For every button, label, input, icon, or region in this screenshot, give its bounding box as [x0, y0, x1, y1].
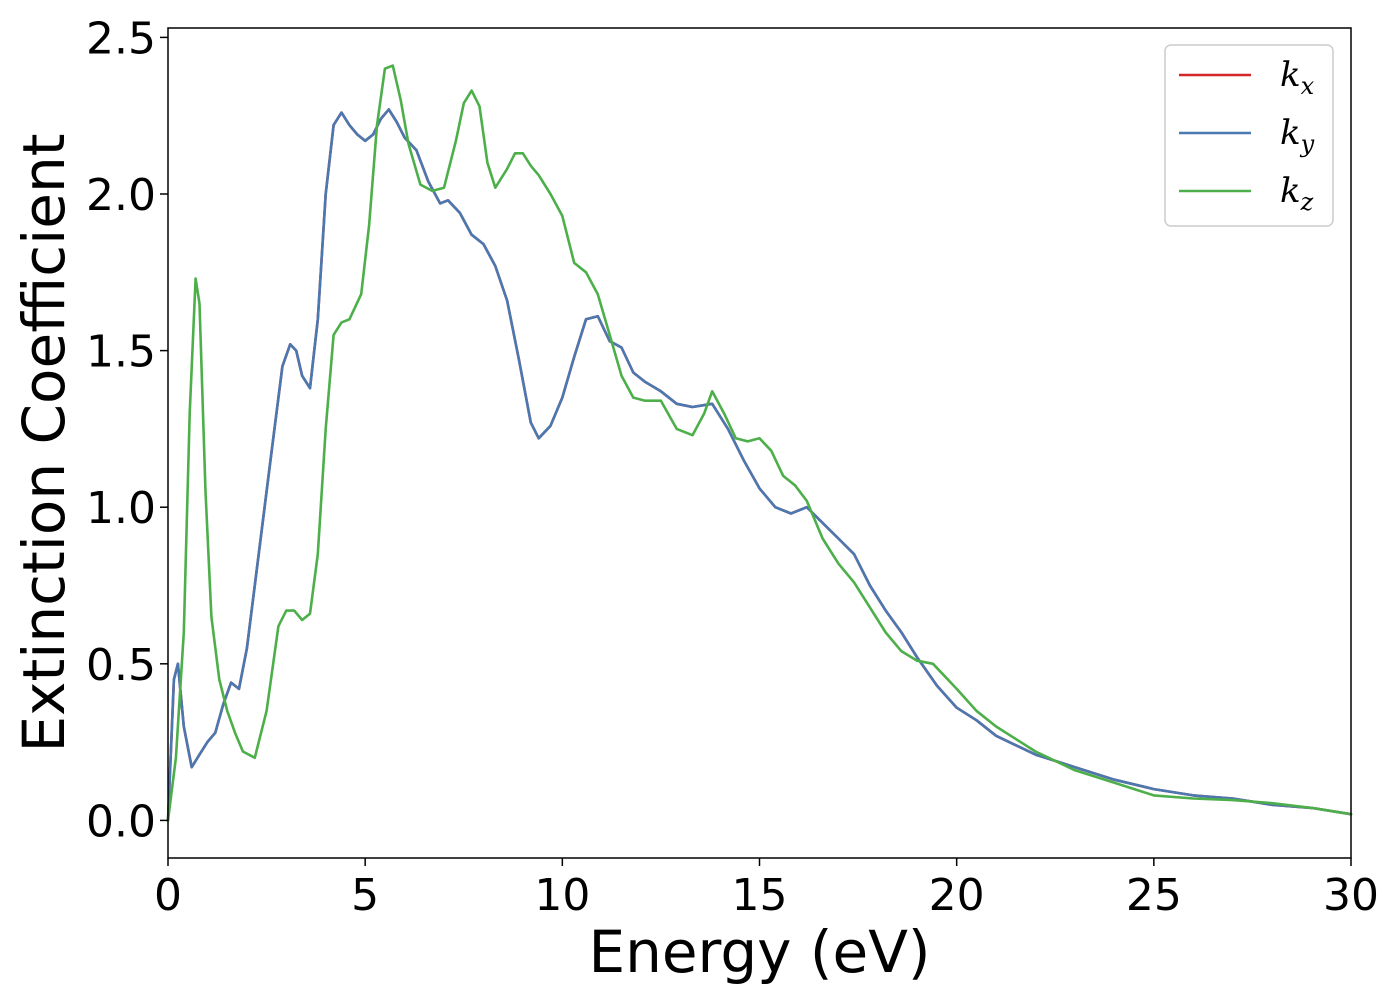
x-tick-label: 10: [534, 870, 590, 921]
x-tick-label: 25: [1126, 870, 1182, 921]
x-axis-ticks: 0 5 10 15 20 25 30: [154, 858, 1379, 921]
y-tick-label: 2.0: [86, 170, 156, 221]
x-tick-label: 0: [154, 870, 182, 921]
x-axis-label: Energy (eV): [588, 918, 930, 986]
legend-subscript: x: [1301, 72, 1315, 100]
x-tick-label: 30: [1323, 870, 1379, 921]
series-layer: [166, 64, 1353, 822]
series-line-ky: [166, 108, 1353, 822]
legend-box: [1164, 44, 1334, 227]
legend-subscript: y: [1300, 130, 1315, 158]
y-axis-label: Extinction Coefficient: [10, 134, 78, 753]
y-tick-label: 2.5: [86, 13, 156, 64]
y-tick-label: 0.0: [86, 796, 156, 847]
series-line-kz: [166, 64, 1353, 822]
x-tick-label: 20: [929, 870, 985, 921]
y-tick-label: 0.5: [86, 640, 156, 691]
y-tick-label: 1.0: [86, 483, 156, 534]
y-axis-ticks: 0.0 0.5 1.0 1.5 2.0 2.5: [86, 13, 168, 847]
legend-subscript: z: [1300, 188, 1314, 216]
x-tick-label: 15: [732, 870, 788, 921]
y-tick-label: 1.5: [86, 327, 156, 378]
x-tick-label: 5: [351, 870, 379, 921]
